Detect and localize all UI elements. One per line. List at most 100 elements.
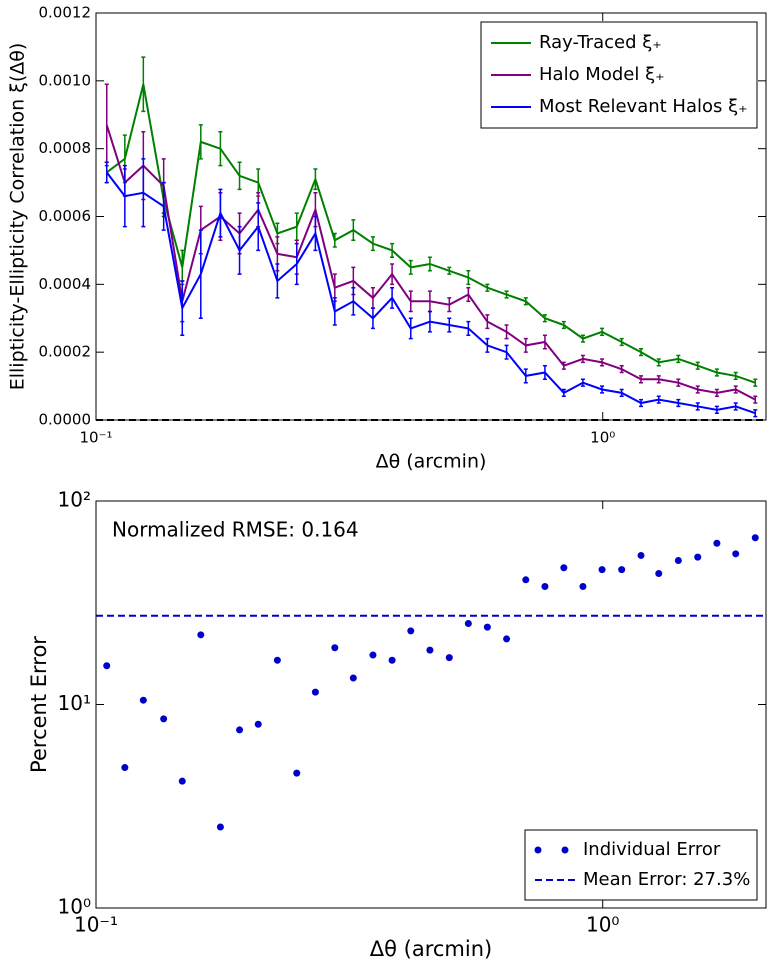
error-bar xyxy=(427,310,432,333)
point xyxy=(236,726,244,734)
error-bar xyxy=(390,286,395,309)
error-bar xyxy=(714,405,719,414)
error-bar xyxy=(122,164,127,228)
error-bar xyxy=(619,337,624,347)
error-bar xyxy=(198,229,203,319)
y-axis-label: Percent Error xyxy=(27,636,51,773)
error-bar xyxy=(600,385,605,394)
error-bar xyxy=(695,402,700,411)
y-tick-label: 0.0012 xyxy=(39,4,92,22)
legend-box xyxy=(524,829,758,901)
y-tick-label: 0.0000 xyxy=(39,411,92,429)
error-bar xyxy=(733,385,738,394)
error-bar xyxy=(714,388,719,398)
annotation: Normalized RMSE: 0.164 xyxy=(112,518,359,542)
error-bar xyxy=(370,236,375,252)
legend-label: Mean Error: 27.3% xyxy=(583,869,750,890)
x-tick-label: 10⁻¹ xyxy=(79,429,112,447)
series-line xyxy=(105,171,756,415)
error-bar xyxy=(466,320,471,336)
point xyxy=(311,688,319,696)
point xyxy=(751,534,759,542)
point xyxy=(732,550,740,558)
y-tick-label: 10⁰ xyxy=(58,895,91,919)
error-bar xyxy=(733,402,738,411)
point xyxy=(560,564,568,572)
error-bar xyxy=(580,354,585,364)
error-bar xyxy=(580,334,585,343)
point xyxy=(293,769,301,777)
error-bar xyxy=(504,290,509,299)
error-bar xyxy=(733,371,738,381)
error-bar xyxy=(427,256,432,272)
error-bar xyxy=(656,395,661,404)
error-bar xyxy=(313,168,318,191)
y-tick-label: 0.0002 xyxy=(39,343,92,361)
error-bar xyxy=(753,409,758,418)
point xyxy=(598,566,606,574)
point xyxy=(637,551,645,559)
error-bar xyxy=(542,334,547,350)
error-bar xyxy=(408,259,413,275)
error-bar xyxy=(523,368,528,384)
point xyxy=(103,662,111,670)
error-bar xyxy=(600,327,605,336)
error-bar xyxy=(504,344,509,360)
legend-label: Most Relevant Halos ξ₊ xyxy=(539,96,748,117)
point xyxy=(349,674,357,682)
point xyxy=(674,557,682,565)
error-bar xyxy=(104,83,109,167)
error-bar xyxy=(218,130,223,167)
legend-label: Individual Error xyxy=(583,839,721,860)
point xyxy=(483,623,491,631)
point xyxy=(216,823,224,831)
point xyxy=(522,576,530,584)
error-bar xyxy=(485,337,490,353)
error-bar xyxy=(695,361,700,370)
error-bar xyxy=(332,232,337,248)
error-bar xyxy=(466,270,471,286)
point xyxy=(273,656,281,664)
y-tick-label: 10² xyxy=(58,488,91,512)
error-bar xyxy=(332,297,337,326)
point xyxy=(655,570,663,578)
error-bar xyxy=(275,263,280,299)
legend-label: Halo Model ξ₊ xyxy=(539,64,665,85)
point xyxy=(579,583,587,591)
error-bar xyxy=(294,242,299,286)
error-bar xyxy=(408,290,413,313)
error-bar xyxy=(141,56,146,113)
error-bar xyxy=(561,320,566,330)
point xyxy=(160,715,168,723)
error-bar xyxy=(485,314,490,330)
plot-frame xyxy=(95,500,767,909)
point xyxy=(713,539,721,547)
error-bar xyxy=(714,368,719,377)
point xyxy=(121,764,129,772)
error-bar xyxy=(600,358,605,367)
y-tick-label: 0.0008 xyxy=(39,139,92,157)
point xyxy=(139,696,147,704)
error-bar xyxy=(485,283,490,292)
error-bar xyxy=(656,358,661,367)
point xyxy=(618,566,626,574)
error-bar xyxy=(639,348,644,357)
error-bar xyxy=(695,385,700,394)
error-bar xyxy=(542,364,547,381)
point xyxy=(541,583,549,591)
error-bar xyxy=(104,161,109,184)
point xyxy=(426,646,434,654)
error-bar xyxy=(390,263,395,286)
error-bar xyxy=(561,388,566,398)
error-bar xyxy=(180,280,185,336)
error-bar xyxy=(753,378,758,387)
point xyxy=(388,656,396,664)
y-tick-label: 10¹ xyxy=(58,691,91,715)
y-tick-label: 0.0010 xyxy=(39,71,92,89)
error-bar xyxy=(619,388,624,398)
x-axis-label: Δθ (arcmin) xyxy=(376,451,487,473)
x-tick-label: 10⁰ xyxy=(586,913,619,937)
error-bar xyxy=(676,398,681,408)
